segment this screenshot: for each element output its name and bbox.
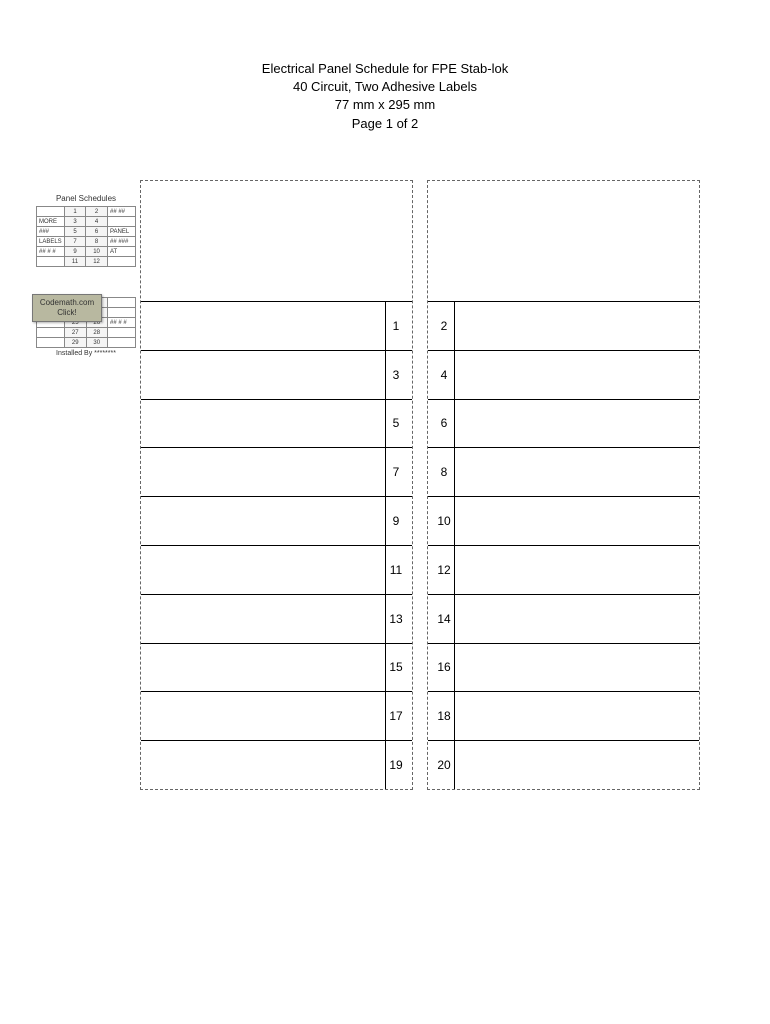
circuit-row: 14 xyxy=(428,594,699,643)
circuit-number: 19 xyxy=(386,758,406,772)
circuit-number: 6 xyxy=(434,416,454,430)
mini-panel-title: Panel Schedules xyxy=(36,194,136,203)
circuit-number: 16 xyxy=(434,660,454,674)
circuit-row: 4 xyxy=(428,350,699,399)
installed-by-text: Installed By ******** xyxy=(36,350,136,357)
circuit-number: 1 xyxy=(386,319,406,333)
circuit-row: 8 xyxy=(428,447,699,496)
mini-panel-table-top: 12## ## MORE34 ###56PANEL LABELS78## ###… xyxy=(36,206,136,267)
header-line-1: Electrical Panel Schedule for FPE Stab-l… xyxy=(0,60,770,78)
codemath-badge[interactable]: Codemath.com Click! xyxy=(32,294,102,322)
circuit-row: 3 xyxy=(141,350,412,399)
circuit-number: 13 xyxy=(386,612,406,626)
circuit-number: 9 xyxy=(386,514,406,528)
circuit-row: 10 xyxy=(428,496,699,545)
circuit-number: 4 xyxy=(434,368,454,382)
badge-line-1: Codemath.com xyxy=(33,298,101,308)
circuit-row: 18 xyxy=(428,691,699,740)
header-line-4: Page 1 of 2 xyxy=(0,115,770,133)
header-line-2: 40 Circuit, Two Adhesive Labels xyxy=(0,78,770,96)
circuit-number: 2 xyxy=(434,319,454,333)
circuit-number: 20 xyxy=(434,758,454,772)
circuit-row: 17 xyxy=(141,691,412,740)
circuit-number: 17 xyxy=(386,709,406,723)
circuit-row: 20 xyxy=(428,740,699,789)
circuit-number: 10 xyxy=(434,514,454,528)
circuit-row: 11 xyxy=(141,545,412,594)
circuit-number: 8 xyxy=(434,465,454,479)
header-line-3: 77 mm x 295 mm xyxy=(0,96,770,114)
left-top-space xyxy=(141,181,412,301)
circuit-row: 2 xyxy=(428,301,699,350)
label-template-area: 1 3 5 7 9 11 13 15 17 19 2 4 6 8 10 12 1… xyxy=(140,180,700,790)
circuit-row: 19 xyxy=(141,740,412,789)
mini-panel-schedule: Panel Schedules 12## ## MORE34 ###56PANE… xyxy=(36,194,136,357)
circuit-number: 5 xyxy=(386,416,406,430)
left-label-column: 1 3 5 7 9 11 13 15 17 19 xyxy=(140,180,413,790)
circuit-number: 12 xyxy=(434,563,454,577)
circuit-number: 15 xyxy=(386,660,406,674)
right-label-column: 2 4 6 8 10 12 14 16 18 20 xyxy=(427,180,700,790)
circuit-row: 12 xyxy=(428,545,699,594)
circuit-number: 11 xyxy=(386,563,406,577)
circuit-number: 18 xyxy=(434,709,454,723)
circuit-row: 1 xyxy=(141,301,412,350)
circuit-row: 6 xyxy=(428,399,699,448)
badge-line-2: Click! xyxy=(33,308,101,318)
circuit-row: 13 xyxy=(141,594,412,643)
circuit-row: 15 xyxy=(141,643,412,692)
circuit-row: 7 xyxy=(141,447,412,496)
circuit-row: 5 xyxy=(141,399,412,448)
circuit-row: 9 xyxy=(141,496,412,545)
right-top-space xyxy=(428,181,699,301)
circuit-row: 16 xyxy=(428,643,699,692)
page-header: Electrical Panel Schedule for FPE Stab-l… xyxy=(0,0,770,133)
circuit-number: 7 xyxy=(386,465,406,479)
circuit-number: 3 xyxy=(386,368,406,382)
circuit-number: 14 xyxy=(434,612,454,626)
